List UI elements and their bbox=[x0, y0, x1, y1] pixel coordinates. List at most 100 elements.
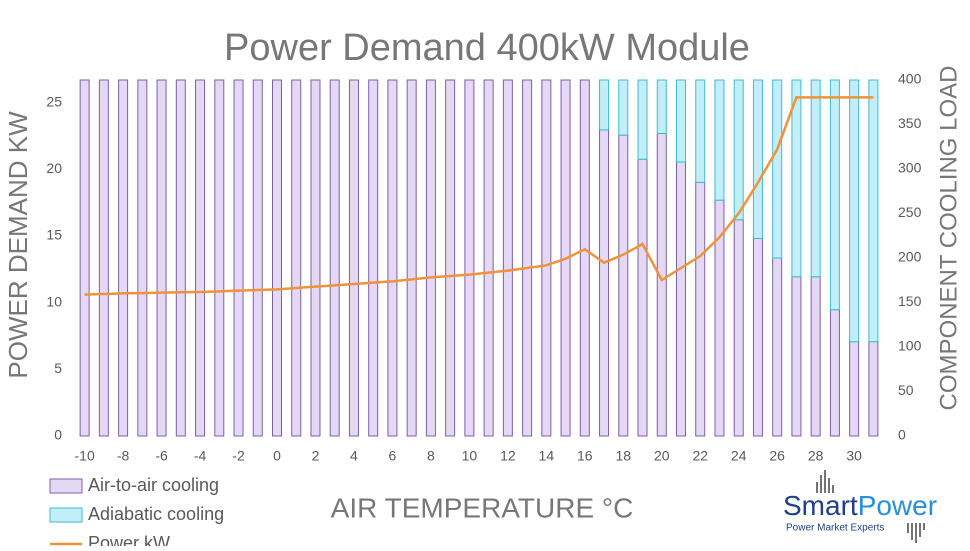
x-tick-label: 28 bbox=[808, 448, 824, 464]
x-tick-label: 22 bbox=[692, 448, 708, 464]
logo-text: SmartPower bbox=[783, 490, 937, 521]
line bbox=[84, 96, 874, 296]
bar-segment bbox=[791, 276, 802, 437]
bar-segment bbox=[829, 309, 840, 437]
x-tick-label: 2 bbox=[312, 448, 320, 464]
bar-segment bbox=[310, 79, 321, 437]
bar-segment bbox=[849, 341, 860, 437]
x-tick-label: -2 bbox=[232, 448, 245, 464]
logo-tagline: Power Market Experts bbox=[786, 523, 884, 534]
bar-segment bbox=[676, 79, 686, 163]
bar-segment bbox=[387, 79, 398, 437]
bar-segment bbox=[637, 158, 648, 437]
y-tick-label: 0 bbox=[54, 427, 62, 443]
x-tick-label: 4 bbox=[350, 448, 358, 464]
x-tick-label: 0 bbox=[273, 448, 281, 464]
x-tick-label: 10 bbox=[462, 448, 478, 464]
logo-brand: Smart bbox=[783, 490, 858, 521]
x-tick-label: -8 bbox=[117, 448, 130, 464]
y-tick-label: 10 bbox=[46, 293, 62, 309]
y2-tick-label: 200 bbox=[898, 249, 922, 265]
legend-swatch bbox=[49, 507, 83, 523]
y2-tick-label: 250 bbox=[898, 204, 922, 220]
bar-segment bbox=[291, 79, 302, 437]
y2-axis-title: COMPONENT COOLING LOAD bbox=[935, 66, 962, 411]
bar-segment bbox=[829, 79, 840, 311]
x-tick-label: 24 bbox=[731, 448, 747, 464]
logo: SmartPower Power Market Experts bbox=[783, 470, 937, 543]
y2-tick-label: 150 bbox=[898, 293, 922, 309]
x-tick-label: 14 bbox=[539, 448, 555, 464]
bar-segment bbox=[272, 79, 282, 437]
bar-segment bbox=[849, 79, 860, 343]
x-tick-label: 20 bbox=[654, 448, 670, 464]
bar-segment bbox=[868, 79, 879, 343]
bar-segment bbox=[175, 79, 186, 437]
bar-segment bbox=[98, 79, 109, 437]
bar-segment bbox=[714, 79, 725, 201]
bar-segment bbox=[541, 79, 552, 437]
bar-segment bbox=[599, 79, 610, 131]
y2-tick-label: 0 bbox=[898, 427, 906, 443]
x-tick-label: -6 bbox=[155, 448, 168, 464]
bar-segment bbox=[656, 79, 667, 134]
bar-segment bbox=[618, 134, 629, 437]
legend-label: Adiabatic cooling bbox=[88, 504, 224, 524]
bar-segment bbox=[118, 79, 129, 437]
bar-segment bbox=[772, 257, 783, 437]
bar-segment bbox=[695, 79, 706, 183]
logo-brand: Power bbox=[858, 490, 937, 521]
bar-segment bbox=[579, 79, 590, 437]
y-axis-title: POWER DEMAND KW bbox=[3, 111, 33, 379]
bar-segment bbox=[233, 79, 244, 437]
bar-segment bbox=[618, 79, 629, 136]
bar-segment bbox=[156, 79, 167, 437]
bar-segment bbox=[599, 129, 610, 437]
bar-segment bbox=[733, 79, 744, 221]
bar-segment bbox=[676, 161, 686, 437]
bar-segment bbox=[791, 79, 802, 278]
chart-title: Power Demand 400kW Module bbox=[224, 27, 750, 69]
bar-segment bbox=[733, 219, 744, 437]
bar-segment bbox=[368, 79, 379, 437]
x-tick-label: 26 bbox=[769, 448, 785, 464]
legend-label: Power kW bbox=[88, 533, 170, 546]
bar-segment bbox=[483, 79, 494, 437]
y-tick-label: 5 bbox=[54, 360, 62, 376]
bar-segment bbox=[348, 79, 359, 437]
bar-segment bbox=[406, 79, 417, 437]
y-tick-label: 25 bbox=[46, 93, 62, 109]
x-tick-label: 12 bbox=[500, 448, 516, 464]
x-tick-label: 30 bbox=[846, 448, 862, 464]
bar-segment bbox=[425, 79, 436, 437]
y2-tick-label: 400 bbox=[898, 71, 922, 87]
x-tick-label: 16 bbox=[577, 448, 593, 464]
bar-segment bbox=[637, 79, 648, 160]
x-tick-label: 8 bbox=[427, 448, 435, 464]
bar-segment bbox=[752, 79, 763, 239]
y2-tick-label: 50 bbox=[898, 382, 914, 398]
legend-swatch bbox=[49, 478, 83, 494]
x-tick-label: 6 bbox=[389, 448, 397, 464]
bar-segment bbox=[810, 276, 821, 437]
bar-segment bbox=[868, 341, 879, 437]
x-tick-label: -4 bbox=[194, 448, 207, 464]
legend-label: Air-to-air cooling bbox=[88, 475, 219, 495]
bar-segment bbox=[810, 79, 821, 278]
y2-tick-label: 350 bbox=[898, 115, 922, 131]
bar-segment bbox=[464, 79, 475, 437]
bar-segment bbox=[195, 79, 206, 437]
y-tick-label: 15 bbox=[46, 227, 62, 243]
y-tick-label: 20 bbox=[46, 160, 62, 176]
bar-segment bbox=[656, 132, 667, 437]
x-tick-label: -10 bbox=[75, 448, 95, 464]
bar-segment bbox=[329, 79, 340, 437]
bar-segment bbox=[214, 79, 225, 437]
x-axis-title: AIR TEMPERATURE °C bbox=[331, 492, 634, 523]
bar-segment bbox=[252, 79, 263, 437]
y2-tick-label: 300 bbox=[898, 160, 922, 176]
bar-segment bbox=[695, 181, 706, 437]
logo-icon bbox=[816, 470, 925, 543]
bar-segment bbox=[79, 79, 90, 437]
